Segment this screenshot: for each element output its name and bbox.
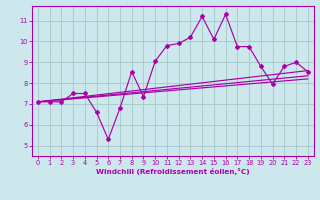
X-axis label: Windchill (Refroidissement éolien,°C): Windchill (Refroidissement éolien,°C) [96, 168, 250, 175]
